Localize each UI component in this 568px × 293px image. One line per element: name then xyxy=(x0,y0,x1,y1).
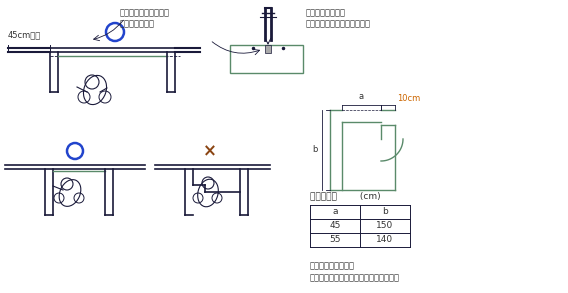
Text: 45: 45 xyxy=(329,222,341,231)
Text: 段差のある敷居や
溝などをできるだけ設けない: 段差のある敷居や 溝などをできるだけ設けない xyxy=(306,8,371,28)
Text: ×: × xyxy=(203,142,217,160)
Text: a: a xyxy=(332,207,338,217)
Text: 車いす使用者のための
スペースの設置: 車いす使用者のための スペースの設置 xyxy=(120,8,170,28)
Text: 10cm: 10cm xyxy=(397,94,420,103)
Text: 各部の寸法        (cm): 各部の寸法 (cm) xyxy=(310,191,381,200)
Text: 45cm以上: 45cm以上 xyxy=(8,30,41,39)
Text: ＊共同住宅の住戸の
　アルコーブ型出入口はこの限りでない: ＊共同住宅の住戸の アルコーブ型出入口はこの限りでない xyxy=(310,261,400,282)
Text: a: a xyxy=(359,92,364,101)
Text: 140: 140 xyxy=(377,236,394,244)
Bar xyxy=(265,45,271,53)
Text: 55: 55 xyxy=(329,236,341,244)
Text: b: b xyxy=(312,146,318,154)
Text: 150: 150 xyxy=(377,222,394,231)
Text: b: b xyxy=(382,207,388,217)
Bar xyxy=(230,45,303,73)
